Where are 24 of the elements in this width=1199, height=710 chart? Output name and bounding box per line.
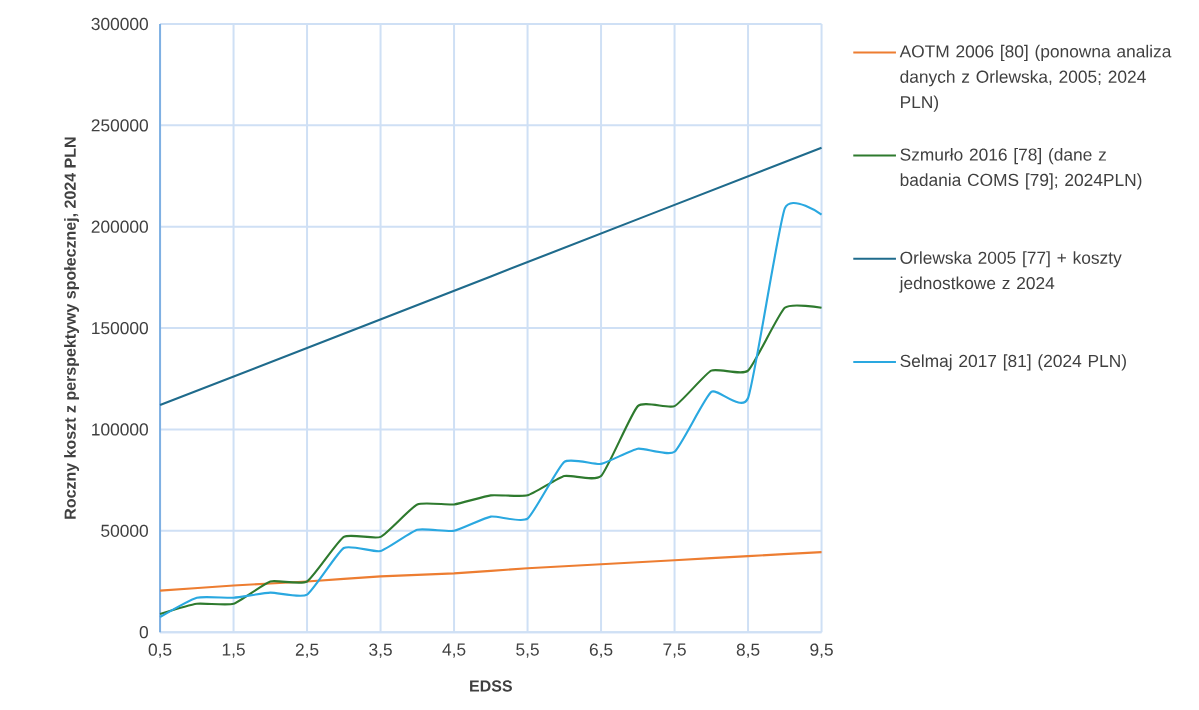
x-tick-label: 1,5 (222, 643, 245, 658)
legend-label: AOTM 2006 [80] (ponowna analiza danych z Orlewska, 2005; 2024 PLN) (899, 45, 1172, 112)
y-tick-label: 150000 (92, 322, 148, 335)
legend-label: Szmurło 2016 [78] (dane z badania COMS [79]; 2024PLN) (900, 148, 1142, 190)
x-tick-label: 3,5 (369, 643, 392, 659)
x-tick-label: 2,5 (295, 643, 319, 659)
line-series (158, 551, 823, 592)
y-tick-label: 50000 (101, 524, 148, 538)
x-tick-label: 8,5 (736, 643, 760, 659)
y-tick-label: 200000 (91, 220, 148, 234)
x-tick-label: 7,5 (663, 643, 686, 658)
x-tick-label: 0,5 (148, 643, 172, 659)
legend-label: Selmaj 2017 [81] (2024 PLN) (900, 354, 1126, 371)
y-tick-label: 100000 (92, 423, 148, 436)
x-tick-label: 9,5 (810, 643, 833, 659)
y-tick-label: 250000 (91, 119, 148, 132)
y-axis-title: Roczny koszt z perspektywy społecznej, 2024 PLN (64, 137, 79, 519)
y-tick-label: 0 (139, 626, 148, 639)
y-tick-label: 300000 (91, 18, 148, 31)
x-tick-label: 4,5 (442, 643, 466, 658)
x-tick-label: 6,5 (589, 643, 613, 659)
x-axis-title: EDSS (470, 680, 512, 692)
legend-label: Orlewska 2005 [77] + koszty jednostkowe z 2024 (899, 251, 1122, 293)
x-tick-label: 5,5 (516, 643, 539, 658)
